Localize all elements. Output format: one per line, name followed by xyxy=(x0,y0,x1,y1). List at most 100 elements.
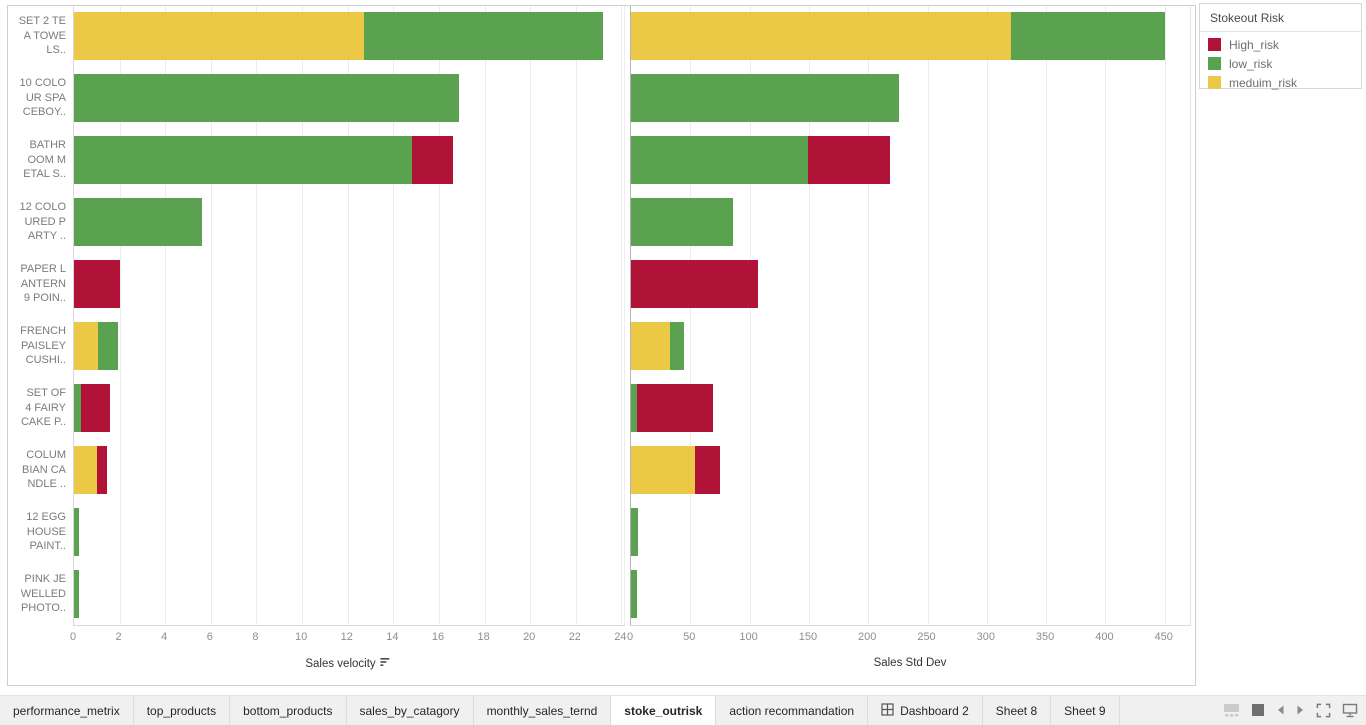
bar-segment-low_risk[interactable] xyxy=(74,198,202,246)
bar-french-paisley-cushi[interactable] xyxy=(631,322,685,370)
x-axis-tick-label: 300 xyxy=(976,631,995,643)
bar-paper-lantern-9-poin[interactable] xyxy=(631,260,758,308)
bar-segment-meduim_risk[interactable] xyxy=(74,322,98,370)
legend-item-low_risk[interactable]: low_risk xyxy=(1200,54,1361,73)
gridline xyxy=(575,6,577,625)
gridline xyxy=(690,6,692,625)
sort-descending-icon[interactable] xyxy=(380,657,393,670)
tab-sheet-9[interactable]: Sheet 9 xyxy=(1051,696,1120,725)
gridline xyxy=(210,6,212,625)
show-tabs-icon[interactable] xyxy=(1251,703,1265,717)
bar-segment-low_risk[interactable] xyxy=(74,74,460,122)
category-label-line: OOM M xyxy=(27,153,67,166)
gridline xyxy=(749,6,751,625)
legend-item-high_risk[interactable]: High_risk xyxy=(1200,35,1361,54)
tab-label: sales_by_catagory xyxy=(359,703,460,718)
gridline xyxy=(621,6,623,625)
bar-12-egg-house-paint[interactable] xyxy=(74,508,79,556)
bar-segment-low_risk[interactable] xyxy=(97,322,119,370)
bar-segment-High_risk[interactable] xyxy=(807,136,890,184)
bar-segment-High_risk[interactable] xyxy=(631,260,758,308)
bar-segment-High_risk[interactable] xyxy=(411,136,453,184)
sheet-thumbnails-icon[interactable] xyxy=(1223,703,1240,717)
gridline xyxy=(808,6,810,625)
bar-set-2-tea-towels[interactable] xyxy=(631,12,1165,60)
tab-action-recommandation[interactable]: action recommandation xyxy=(716,696,869,725)
tab-sales-by-catagory[interactable]: sales_by_catagory xyxy=(346,696,474,725)
bar-segment-low_risk[interactable] xyxy=(363,12,604,60)
category-label-line: 12 EGG xyxy=(26,511,66,524)
bar-columbian-candle[interactable] xyxy=(74,446,108,494)
presentation-mode-icon[interactable] xyxy=(1342,703,1358,718)
bar-segment-low_risk[interactable] xyxy=(631,384,637,432)
bar-10-colour-spaceboy[interactable] xyxy=(631,74,900,122)
tab-performance-metrix[interactable]: performance_metrix xyxy=(0,696,134,725)
bar-segment-low_risk[interactable] xyxy=(74,384,81,432)
bar-segment-meduim_risk[interactable] xyxy=(631,446,696,494)
bar-pink-jewelled-photo[interactable] xyxy=(631,570,637,618)
bar-segment-low_risk[interactable] xyxy=(631,508,639,556)
bar-segment-low_risk[interactable] xyxy=(74,570,79,618)
x-axis-title-right: Sales Std Dev xyxy=(874,657,947,669)
bar-segment-low_risk[interactable] xyxy=(631,570,637,618)
bar-columbian-candle[interactable] xyxy=(631,446,720,494)
x-axis-tick-label: 50 xyxy=(683,631,696,643)
tab-dashboard-2[interactable]: Dashboard 2 xyxy=(868,696,983,725)
legend-item-meduim_risk[interactable]: meduim_risk xyxy=(1200,73,1361,92)
bar-segment-low_risk[interactable] xyxy=(670,322,685,370)
bar-12-egg-house-paint[interactable] xyxy=(631,508,639,556)
bar-segment-High_risk[interactable] xyxy=(74,260,120,308)
bar-segment-meduim_risk[interactable] xyxy=(74,446,97,494)
bar-segment-low_risk[interactable] xyxy=(1010,12,1165,60)
legend-item-label: High_risk xyxy=(1229,37,1280,52)
bar-segment-meduim_risk[interactable] xyxy=(631,322,671,370)
tab-sheet-8[interactable]: Sheet 8 xyxy=(982,696,1052,725)
bar-paper-lantern-9-poin[interactable] xyxy=(74,260,120,308)
category-label-line: CAKE P.. xyxy=(20,416,66,429)
bar-segment-low_risk[interactable] xyxy=(74,508,79,556)
legend-panel: Stokeout Risk High_risk low_risk meduim_ri… xyxy=(1199,3,1362,92)
tab-label: top_products xyxy=(146,703,217,718)
tab-label: monthly_sales_ternd xyxy=(486,703,598,718)
fullscreen-icon[interactable] xyxy=(1316,703,1331,718)
previous-sheet-icon[interactable] xyxy=(1276,704,1285,716)
bar-bathroom-metal-s[interactable] xyxy=(631,136,890,184)
category-label-line: COLUM xyxy=(26,449,66,462)
bar-set-of-4-fairy-cake-p[interactable] xyxy=(631,384,713,432)
bar-segment-meduim_risk[interactable] xyxy=(74,12,364,60)
tab-label: action recommandation xyxy=(729,703,855,718)
tab-bottom-products[interactable]: bottom_products xyxy=(230,696,347,725)
x-axis-tick-label: 200 xyxy=(858,631,877,643)
bar-segment-High_risk[interactable] xyxy=(695,446,720,494)
bar-segment-low_risk[interactable] xyxy=(631,74,900,122)
category-label-line: URED P xyxy=(24,215,66,228)
category-label-line: ETAL S.. xyxy=(23,168,66,181)
bar-segment-low_risk[interactable] xyxy=(631,136,808,184)
bar-french-paisley-cushi[interactable] xyxy=(74,322,119,370)
bar-10-colour-spaceboy[interactable] xyxy=(74,74,460,122)
tab-monthly-sales-ternd[interactable]: monthly_sales_ternd xyxy=(473,696,612,725)
tab-stoke-outrisk[interactable]: stoke_outrisk xyxy=(611,696,717,725)
bar-segment-low_risk[interactable] xyxy=(631,198,733,246)
dashboard-grid-icon xyxy=(881,702,894,719)
next-sheet-icon[interactable] xyxy=(1296,704,1305,716)
bar-12-coloured-party[interactable] xyxy=(631,198,733,246)
bar-segment-High_risk[interactable] xyxy=(80,384,111,432)
tab-top-products[interactable]: top_products xyxy=(133,696,231,725)
category-label: PINK JE WELLED PHOTO.. xyxy=(8,570,66,618)
x-axis-tick-label: 0 xyxy=(626,631,634,643)
bar-segment-meduim_risk[interactable] xyxy=(631,12,1011,60)
x-axis-tick-label: 6 xyxy=(206,631,213,643)
bar-bathroom-metal-s[interactable] xyxy=(74,136,453,184)
bar-12-coloured-party[interactable] xyxy=(74,198,202,246)
bar-pink-jewelled-photo[interactable] xyxy=(74,570,79,618)
x-axis-tick-label: 14 xyxy=(386,631,399,643)
bar-set-2-tea-towels[interactable] xyxy=(74,12,604,60)
bar-segment-High_risk[interactable] xyxy=(636,384,713,432)
x-axis-tick-label: 10 xyxy=(294,631,308,643)
bar-segment-low_risk[interactable] xyxy=(74,136,412,184)
bar-segment-High_risk[interactable] xyxy=(96,446,108,494)
x-axis-tick-label: 100 xyxy=(739,631,758,643)
x-axis-title-left: Sales velocity xyxy=(305,657,392,670)
bar-set-of-4-fairy-cake-p[interactable] xyxy=(74,384,111,432)
